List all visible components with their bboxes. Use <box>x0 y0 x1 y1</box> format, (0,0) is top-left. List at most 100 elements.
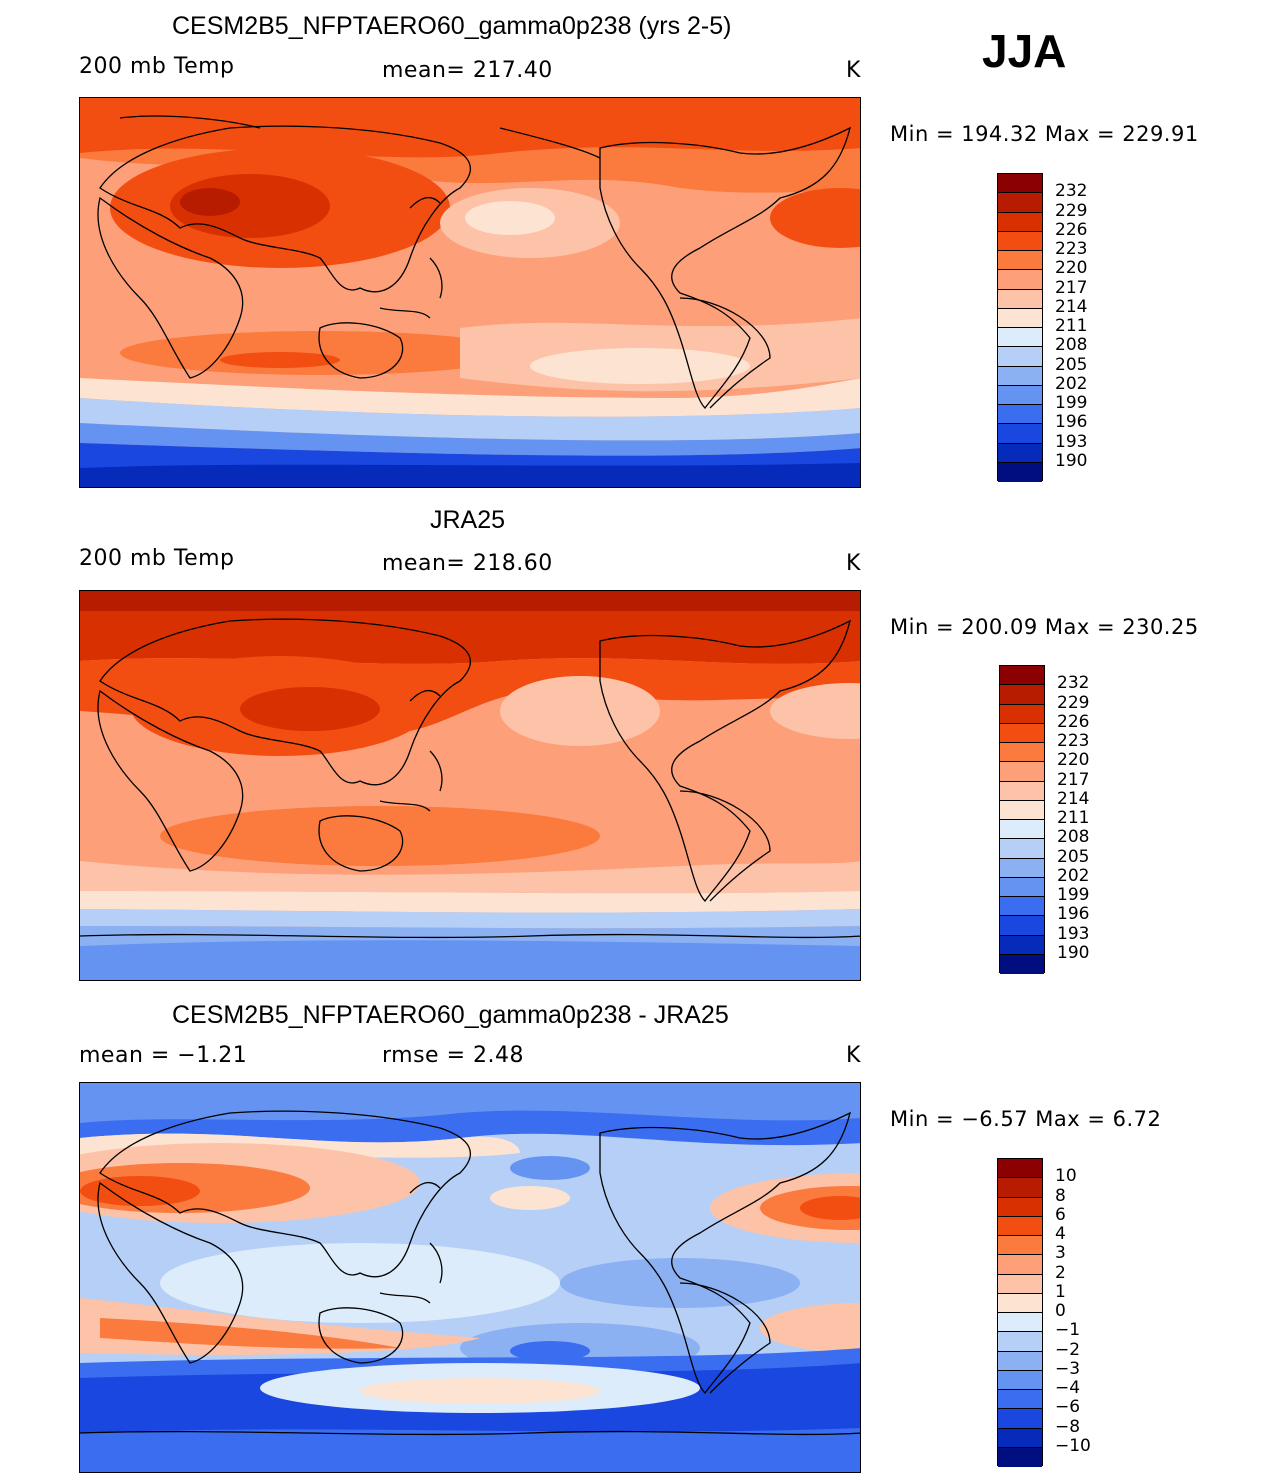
colorbar-tick-label: 10 <box>1055 1166 1077 1187</box>
panel-3-map-svg <box>80 1083 860 1472</box>
colorbar-swatch <box>998 1351 1042 1371</box>
colorbar-swatch <box>1000 954 1044 974</box>
colorbar-tick-label: 211 <box>1057 808 1090 828</box>
colorbar-tick-label: 208 <box>1055 335 1088 356</box>
colorbar-tick-label: 205 <box>1057 846 1090 867</box>
panel-1-units: K <box>846 58 861 83</box>
colorbar-tick-label: 0 <box>1055 1301 1066 1321</box>
panel-1-map-svg <box>80 98 860 487</box>
panel-1-variable-label: 200 mb Temp <box>79 54 235 79</box>
colorbar-tick-label: 193 <box>1055 431 1088 452</box>
colorbar-swatch <box>998 347 1042 367</box>
colorbar-swatch <box>998 308 1042 328</box>
colorbar-swatch <box>1000 800 1044 820</box>
colorbar-swatch <box>1000 897 1044 917</box>
colorbar-tick-label: 223 <box>1055 239 1088 259</box>
colorbar-tick-label: −3 <box>1055 1358 1081 1379</box>
panel-1-title: CESM2B5_NFPTAERO60_gamma0p238 (yrs 2-5) <box>172 12 732 40</box>
colorbar-swatch <box>1000 858 1044 878</box>
colorbar-tick-label: 1 <box>1055 1281 1066 1302</box>
colorbar-swatch <box>998 1274 1042 1294</box>
colorbar-tick-label: 220 <box>1057 750 1090 771</box>
season-label: JJA <box>982 25 1067 77</box>
colorbar-swatch <box>1000 877 1044 897</box>
colorbar-tick-label: 202 <box>1057 865 1090 886</box>
colorbar-swatch <box>1000 935 1044 955</box>
panel-3-title: CESM2B5_NFPTAERO60_gamma0p238 - JRA25 <box>172 1001 729 1029</box>
colorbar-tick-label: 2 <box>1055 1262 1066 1283</box>
colorbar-swatch <box>998 1332 1042 1352</box>
panel-3-map <box>79 1082 861 1473</box>
colorbar-tick-label: −1 <box>1055 1320 1081 1341</box>
panel-1-map <box>79 97 861 488</box>
colorbar-swatch <box>998 193 1042 213</box>
colorbar-tick-label: −10 <box>1055 1435 1091 1456</box>
colorbar-swatch <box>998 251 1042 271</box>
colorbar-tick-label: 232 <box>1057 673 1090 694</box>
panel-3-units: K <box>846 1043 861 1068</box>
colorbar-swatch <box>1000 762 1044 782</box>
colorbar-swatch <box>998 1447 1042 1467</box>
colorbar-swatch <box>998 328 1042 348</box>
colorbar-swatch <box>998 366 1042 386</box>
panel-1-colorbar <box>997 173 1043 482</box>
colorbar-swatch <box>998 1159 1042 1179</box>
colorbar-swatch <box>998 1216 1042 1236</box>
colorbar-tick-label: 193 <box>1057 923 1090 944</box>
colorbar-swatch <box>998 443 1042 463</box>
colorbar-swatch <box>998 212 1042 232</box>
colorbar-swatch <box>1000 743 1044 763</box>
colorbar-swatch <box>998 1313 1042 1333</box>
colorbar-swatch <box>1000 839 1044 859</box>
panel-2-map <box>79 590 861 981</box>
colorbar-swatch <box>998 174 1042 194</box>
colorbar-tick-label: 223 <box>1057 731 1090 751</box>
colorbar-tick-label: 214 <box>1055 296 1088 317</box>
colorbar-swatch <box>998 1409 1042 1429</box>
colorbar-swatch <box>1000 685 1044 705</box>
colorbar-swatch <box>998 1370 1042 1390</box>
colorbar-tick-label: −2 <box>1055 1339 1081 1360</box>
panel-2-map-svg <box>80 591 860 980</box>
colorbar-swatch <box>998 424 1042 444</box>
panel-3-colorbar <box>997 1158 1043 1467</box>
colorbar-swatch <box>1000 916 1044 936</box>
colorbar-swatch <box>998 1255 1042 1275</box>
colorbar-tick-label: 199 <box>1057 885 1090 905</box>
colorbar-tick-label: 196 <box>1055 412 1088 433</box>
panel-2-mean-label: mean= 218.60 <box>382 551 553 576</box>
colorbar-tick-label: −4 <box>1055 1378 1081 1398</box>
colorbar-tick-label: 6 <box>1055 1204 1066 1225</box>
colorbar-swatch <box>998 1428 1042 1448</box>
colorbar-tick-label: 208 <box>1057 827 1090 848</box>
colorbar-swatch <box>998 1236 1042 1256</box>
colorbar-swatch <box>998 1197 1042 1217</box>
colorbar-swatch <box>1000 723 1044 743</box>
panel-3-minmax: Min = −6.57 Max = 6.72 <box>890 1107 1162 1131</box>
colorbar-tick-label: 229 <box>1057 692 1090 713</box>
panel-2-minmax: Min = 200.09 Max = 230.25 <box>890 615 1199 639</box>
colorbar-tick-label: 199 <box>1055 393 1088 413</box>
colorbar-tick-label: 220 <box>1055 258 1088 279</box>
colorbar-tick-label: 214 <box>1057 788 1090 809</box>
panel-2-colorbar <box>999 665 1045 974</box>
colorbar-tick-label: 229 <box>1055 200 1088 221</box>
panel-2-units: K <box>846 551 861 576</box>
colorbar-swatch <box>1000 820 1044 840</box>
colorbar-tick-label: 211 <box>1055 316 1088 336</box>
colorbar-swatch <box>1000 704 1044 724</box>
colorbar-tick-label: 190 <box>1055 450 1088 471</box>
colorbar-tick-label: −6 <box>1055 1397 1081 1418</box>
colorbar-tick-label: 232 <box>1055 181 1088 202</box>
colorbar-tick-label: 217 <box>1055 277 1088 298</box>
colorbar-swatch <box>1000 781 1044 801</box>
colorbar-tick-label: 3 <box>1055 1243 1066 1264</box>
panel-3-rmse-label: rmse = 2.48 <box>382 1043 524 1068</box>
colorbar-tick-label: 8 <box>1055 1185 1066 1206</box>
colorbar-tick-label: 226 <box>1057 711 1090 732</box>
colorbar-tick-label: 196 <box>1057 904 1090 925</box>
colorbar-swatch <box>998 385 1042 405</box>
panel-2-title: JRA25 <box>430 506 506 534</box>
colorbar-swatch <box>998 1293 1042 1313</box>
colorbar-swatch <box>998 462 1042 482</box>
